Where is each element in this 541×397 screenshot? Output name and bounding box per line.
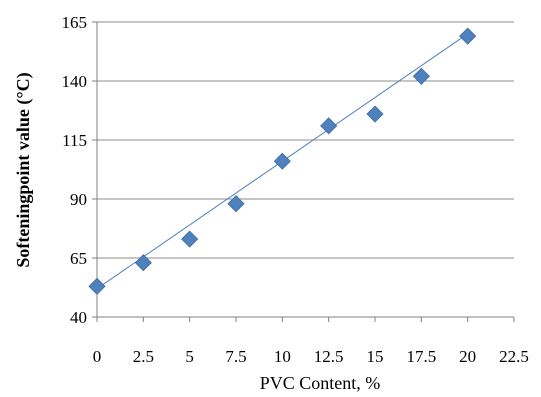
data-point xyxy=(366,105,384,123)
data-point xyxy=(181,230,199,248)
data-point xyxy=(134,254,152,272)
y-tick-label: 115 xyxy=(62,131,87,150)
y-tick-label: 165 xyxy=(62,13,88,32)
x-tick-label: 17.5 xyxy=(406,347,436,366)
x-tick-label: 20 xyxy=(459,347,476,366)
y-tick-label: 90 xyxy=(70,190,87,209)
data-point xyxy=(320,117,338,135)
data-points xyxy=(88,27,477,295)
data-point xyxy=(412,67,430,85)
x-tick-labels: 0 2.5 5 7.5 10 12.5 15 17.5 20 22.5 xyxy=(93,347,529,366)
x-axis-label: PVC Content, % xyxy=(260,373,381,393)
gridlines xyxy=(97,21,514,318)
data-point xyxy=(227,195,245,213)
x-tick-label: 2.5 xyxy=(133,347,154,366)
y-tick-label: 140 xyxy=(62,72,88,91)
y-tick-label: 65 xyxy=(70,249,87,268)
x-tick-label: 0 xyxy=(93,347,102,366)
data-point xyxy=(273,152,291,170)
data-point xyxy=(88,277,106,295)
x-tick-label: 22.5 xyxy=(499,347,529,366)
y-tick-label: 40 xyxy=(70,308,87,327)
y-axis-label: Softeningpoint value (°C) xyxy=(13,72,34,267)
x-tick-label: 5 xyxy=(185,347,194,366)
data-point xyxy=(459,27,477,45)
x-tick-label: 12.5 xyxy=(314,347,344,366)
x-tick-label: 15 xyxy=(367,347,384,366)
x-tick-label: 10 xyxy=(274,347,291,366)
axes xyxy=(92,21,515,322)
y-tick-labels: 40 65 90 115 140 165 xyxy=(62,13,88,327)
x-tick-label: 7.5 xyxy=(225,347,246,366)
